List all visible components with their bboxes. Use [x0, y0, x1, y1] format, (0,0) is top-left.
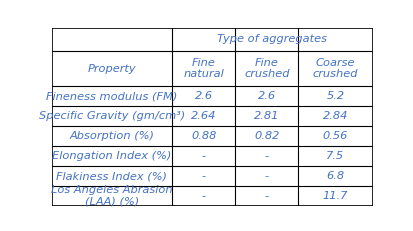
Text: Los Angeles Abrasion
(LAA) (%): Los Angeles Abrasion (LAA) (%) — [51, 185, 172, 207]
Text: 0.56: 0.56 — [322, 131, 347, 141]
Text: -: - — [264, 151, 268, 161]
Text: Property: Property — [87, 64, 136, 73]
Text: 2.81: 2.81 — [254, 111, 279, 121]
Text: -: - — [201, 171, 205, 181]
Text: Fine
crushed: Fine crushed — [244, 58, 289, 79]
Text: 0.88: 0.88 — [190, 131, 216, 141]
Text: 6.8: 6.8 — [325, 171, 344, 181]
Text: 11.7: 11.7 — [322, 191, 347, 201]
Text: -: - — [201, 151, 205, 161]
Text: Elongation Index (%): Elongation Index (%) — [52, 151, 171, 161]
Text: -: - — [264, 171, 268, 181]
Text: 7.5: 7.5 — [325, 151, 344, 161]
Text: -: - — [201, 191, 205, 201]
Text: 5.2: 5.2 — [325, 91, 344, 101]
Text: Flakiness Index (%): Flakiness Index (%) — [56, 171, 167, 181]
Text: -: - — [264, 191, 268, 201]
Text: 2.84: 2.84 — [322, 111, 347, 121]
Text: Fine
natural: Fine natural — [183, 58, 223, 79]
Text: Fineness modulus (FM): Fineness modulus (FM) — [46, 91, 177, 101]
Text: Coarse
crushed: Coarse crushed — [312, 58, 357, 79]
Text: 2.64: 2.64 — [190, 111, 216, 121]
Text: 0.82: 0.82 — [254, 131, 279, 141]
Text: Absorption (%): Absorption (%) — [69, 131, 154, 141]
Text: 2.6: 2.6 — [257, 91, 275, 101]
Text: Type of aggregates: Type of aggregates — [217, 34, 326, 44]
Text: 2.6: 2.6 — [194, 91, 212, 101]
Text: Specific Gravity (gm/cm³): Specific Gravity (gm/cm³) — [38, 111, 185, 121]
